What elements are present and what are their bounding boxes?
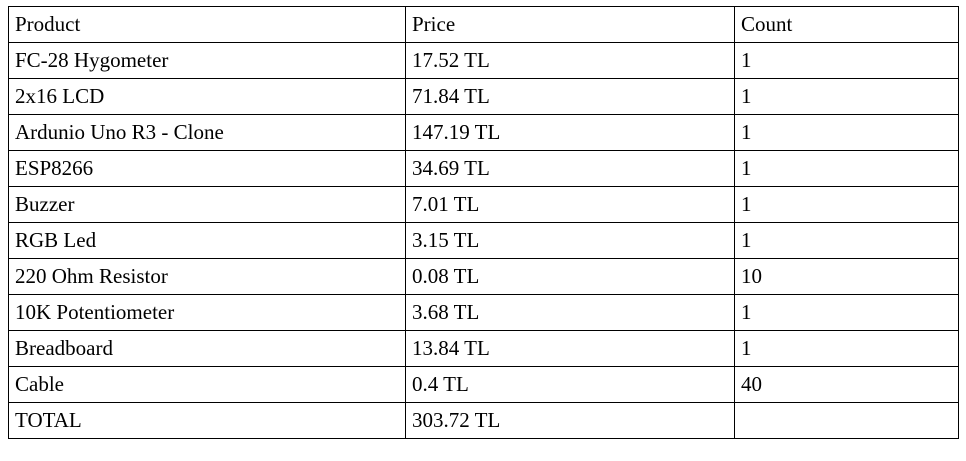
cell-count: 1: [734, 222, 959, 259]
cell-product: FC-28 Hygometer: [8, 42, 406, 79]
header-row: Product Price Count: [8, 6, 959, 43]
cell-count: 1: [734, 150, 959, 187]
cell-count: 1: [734, 294, 959, 331]
total-count: [734, 402, 959, 439]
cell-product: Ardunio Uno R3 - Clone: [8, 114, 406, 151]
cell-product: Cable: [8, 366, 406, 403]
table-row: Cable 0.4 TL 40: [8, 366, 959, 403]
cell-price: 3.68 TL: [405, 294, 735, 331]
cell-count: 1: [734, 78, 959, 115]
cell-product: RGB Led: [8, 222, 406, 259]
cell-price: 34.69 TL: [405, 150, 735, 187]
header-count: Count: [734, 6, 959, 43]
table-row: FC-28 Hygometer 17.52 TL 1: [8, 42, 959, 79]
table-row: Ardunio Uno R3 - Clone 147.19 TL 1: [8, 114, 959, 151]
cell-price: 7.01 TL: [405, 186, 735, 223]
table-row: RGB Led 3.15 TL 1: [8, 222, 959, 259]
cell-product: 10K Potentiometer: [8, 294, 406, 331]
cell-price: 13.84 TL: [405, 330, 735, 367]
product-price-table: Product Price Count FC-28 Hygometer 17.5…: [8, 6, 959, 439]
cell-price: 147.19 TL: [405, 114, 735, 151]
total-row: TOTAL 303.72 TL: [8, 402, 959, 439]
cell-product: 2x16 LCD: [8, 78, 406, 115]
table-row: 2x16 LCD 71.84 TL 1: [8, 78, 959, 115]
cell-count: 1: [734, 330, 959, 367]
cell-count: 1: [734, 186, 959, 223]
cell-product: 220 Ohm Resistor: [8, 258, 406, 295]
cell-product: Buzzer: [8, 186, 406, 223]
cell-price: 0.08 TL: [405, 258, 735, 295]
table-header: Product Price Count: [8, 6, 959, 43]
table-body: FC-28 Hygometer 17.52 TL 1 2x16 LCD 71.8…: [8, 42, 959, 439]
total-price: 303.72 TL: [405, 402, 735, 439]
cell-count: 40: [734, 366, 959, 403]
table-row: ESP8266 34.69 TL 1: [8, 150, 959, 187]
total-label: TOTAL: [8, 402, 406, 439]
header-product: Product: [8, 6, 406, 43]
cell-count: 1: [734, 114, 959, 151]
cell-count: 1: [734, 42, 959, 79]
table-row: Breadboard 13.84 TL 1: [8, 330, 959, 367]
cell-product: ESP8266: [8, 150, 406, 187]
table-row: 10K Potentiometer 3.68 TL 1: [8, 294, 959, 331]
cell-product: Breadboard: [8, 330, 406, 367]
cell-price: 0.4 TL: [405, 366, 735, 403]
header-price: Price: [405, 6, 735, 43]
table-row: Buzzer 7.01 TL 1: [8, 186, 959, 223]
cell-count: 10: [734, 258, 959, 295]
cell-price: 3.15 TL: [405, 222, 735, 259]
table-row: 220 Ohm Resistor 0.08 TL 10: [8, 258, 959, 295]
cell-price: 71.84 TL: [405, 78, 735, 115]
cell-price: 17.52 TL: [405, 42, 735, 79]
